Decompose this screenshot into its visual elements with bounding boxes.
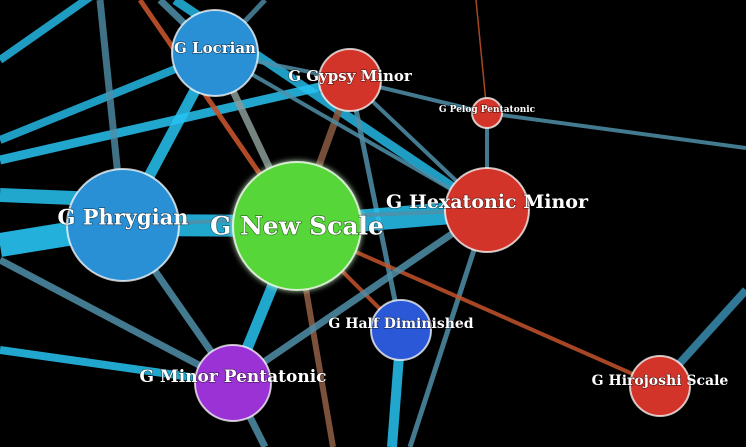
node-label: G Pelog Pentatonic: [439, 105, 536, 115]
node-minor-pentatonic-circle[interactable]: [194, 344, 272, 422]
node-locrian-circle[interactable]: [171, 9, 259, 97]
node-label: G Half Diminished: [328, 316, 473, 332]
node-new-scale[interactable]: G New Scale: [209, 161, 385, 291]
node-label: G Gypsy Minor: [288, 67, 413, 85]
node-gypsy-minor[interactable]: G Gypsy Minor: [288, 48, 413, 112]
node-gypsy-minor-circle[interactable]: [318, 48, 382, 112]
node-half-diminished[interactable]: G Half Diminished: [328, 299, 474, 361]
edge-locrian-hexatonic-minor: [214, 51, 488, 212]
node-hirojoshi-circle[interactable]: [629, 355, 691, 417]
edge-offscreen: [347, 79, 404, 331]
node-label: G Locrian: [174, 39, 256, 57]
edge-offscreen: [0, 0, 93, 64]
node-pelog-pentatonic-circle[interactable]: [471, 97, 503, 129]
node-label: G Hirojoshi Scale: [592, 373, 729, 389]
edge-offscreen: [0, 256, 235, 387]
node-pelog-pentatonic[interactable]: G Pelog Pentatonic: [438, 97, 536, 129]
node-phrygian-circle[interactable]: [66, 168, 180, 282]
node-label: G New Scale: [210, 212, 384, 241]
edge-minor-pentatonic-hexatonic-minor: [231, 207, 489, 386]
node-half-diminished-circle[interactable]: [370, 299, 432, 361]
graph-nodes: G New Scale G Phrygian G Hexatonic Minor…: [57, 9, 729, 422]
edge-offscreen: [0, 346, 234, 387]
node-minor-pentatonic[interactable]: G Minor Pentatonic: [139, 344, 327, 422]
node-label: G Phrygian: [57, 205, 188, 230]
edge-new-scale-hirojoshi: [296, 224, 661, 388]
node-hexatonic-minor[interactable]: G Hexatonic Minor: [385, 167, 590, 253]
edge-offscreen: [486, 111, 746, 150]
node-new-scale-circle[interactable]: [232, 161, 362, 291]
edge-offscreen: [475, 0, 488, 114]
node-label: G Minor Pentatonic: [139, 367, 326, 387]
node-hexatonic-minor-circle[interactable]: [444, 167, 530, 253]
node-hirojoshi[interactable]: G Hirojoshi Scale: [591, 355, 729, 417]
node-phrygian[interactable]: G Phrygian: [57, 168, 189, 282]
node-locrian[interactable]: G Locrian: [171, 9, 259, 97]
node-label: G Hexatonic Minor: [386, 191, 589, 213]
